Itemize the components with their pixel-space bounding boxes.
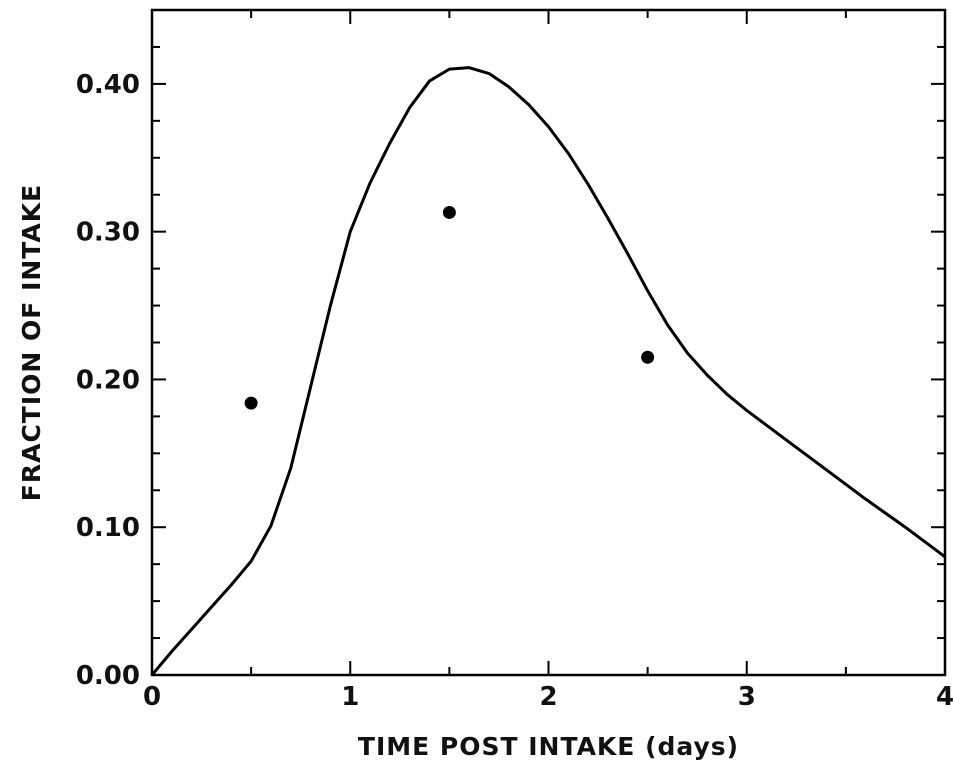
x-tick-label: 4 [936, 682, 953, 712]
plot-frame [150, 8, 947, 677]
x-axis-title: TIME POST INTAKE (days) [358, 732, 739, 761]
data-point [442, 205, 456, 219]
model-curve [150, 66, 946, 676]
x-tick-label: 2 [539, 682, 557, 712]
data-point [244, 396, 258, 410]
axis-ticks [151, 9, 946, 676]
x-tick-label: 3 [738, 682, 756, 712]
y-axis-title: FRACTION OF INTAKE [17, 184, 46, 501]
tick-labels: 0 1 2 3 4 0.00 0.10 0.20 0.30 0.40 [76, 70, 953, 712]
data-point [641, 350, 655, 364]
x-tick-label: 0 [143, 682, 161, 712]
y-tick-label: 0.10 [76, 513, 140, 543]
y-tick-label: 0.40 [76, 70, 140, 100]
x-tick-label: 1 [341, 682, 359, 712]
series-layer [150, 66, 946, 676]
y-tick-label: 0.20 [76, 365, 140, 395]
y-tick-label: 0.00 [76, 661, 140, 691]
y-tick-label: 0.30 [76, 218, 140, 248]
